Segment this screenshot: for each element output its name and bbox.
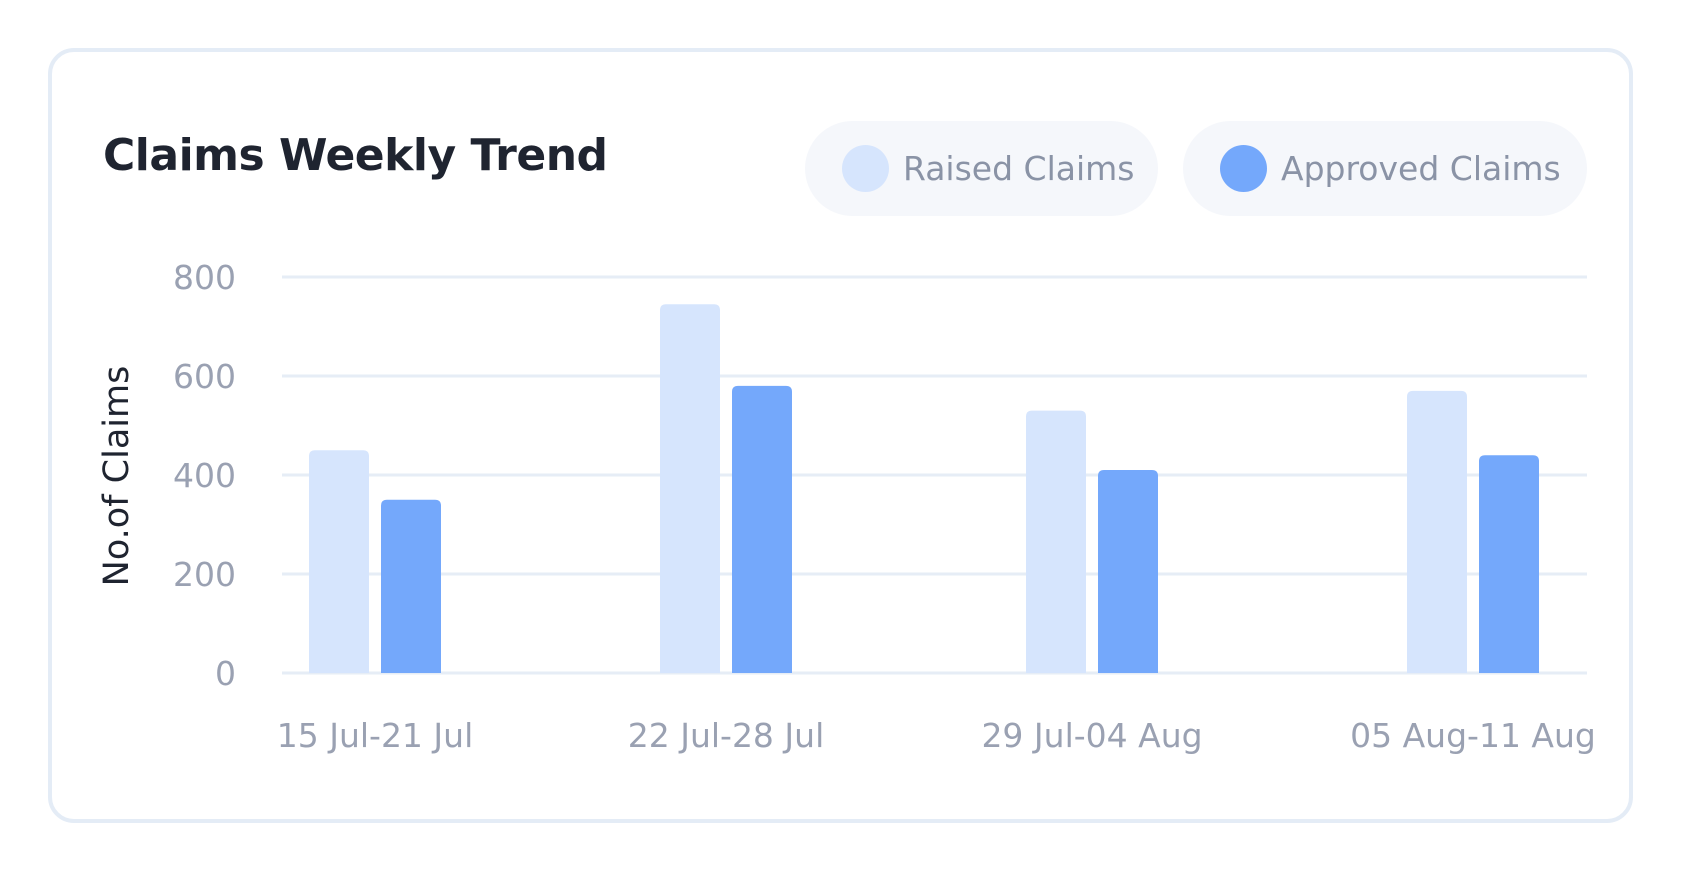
x-tick-label: 05 Aug-11 Aug bbox=[1350, 716, 1596, 755]
legend-label-raised-claims: Raised Claims bbox=[903, 149, 1135, 188]
x-tick-label: 22 Jul-28 Jul bbox=[628, 716, 825, 755]
bar-approved-4[interactable] bbox=[1479, 455, 1539, 673]
bar-raised-4[interactable] bbox=[1407, 390, 1467, 673]
y-tick-label: 800 bbox=[173, 258, 236, 297]
y-tick-label: 400 bbox=[173, 456, 236, 495]
bar-raised-2[interactable] bbox=[660, 304, 720, 673]
legend-swatch-approved-claims bbox=[1220, 145, 1267, 192]
y-axis-label: No.of Claims bbox=[97, 366, 137, 587]
chart-title: Claims Weekly Trend bbox=[103, 130, 608, 181]
y-tick-label: 0 bbox=[215, 654, 236, 693]
bar-approved-1[interactable] bbox=[381, 499, 441, 673]
legend-item-raised-claims[interactable]: Raised Claims bbox=[805, 121, 1158, 216]
bar-raised-3[interactable] bbox=[1026, 410, 1086, 673]
legend-label-approved-claims: Approved Claims bbox=[1281, 149, 1561, 188]
y-axis-ticks: 0 200 400 600 800 bbox=[173, 258, 236, 693]
y-tick-label: 200 bbox=[173, 555, 236, 594]
x-axis-ticks: 15 Jul-21 Jul 22 Jul-28 Jul 29 Jul-04 Aug 0… bbox=[277, 716, 1596, 755]
bar-approved-3[interactable] bbox=[1098, 470, 1158, 673]
y-tick-label: 600 bbox=[173, 357, 236, 396]
legend-swatch-raised-claims bbox=[842, 145, 889, 192]
bars bbox=[309, 304, 1539, 673]
legend-item-approved-claims[interactable]: Approved Claims bbox=[1183, 121, 1587, 216]
bar-approved-2[interactable] bbox=[732, 385, 792, 673]
x-tick-label: 15 Jul-21 Jul bbox=[277, 716, 474, 755]
gridlines bbox=[282, 275, 1587, 675]
x-tick-label: 29 Jul-04 Aug bbox=[981, 716, 1202, 755]
bar-raised-1[interactable] bbox=[309, 450, 369, 673]
